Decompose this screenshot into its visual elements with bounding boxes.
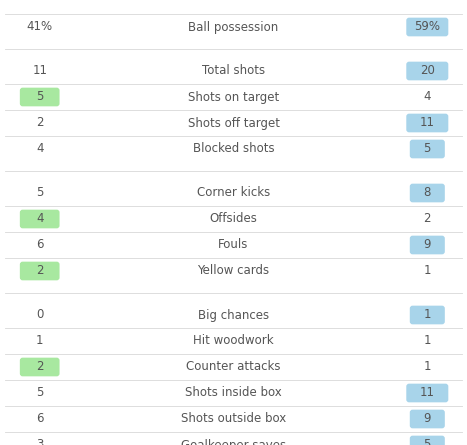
FancyBboxPatch shape xyxy=(406,384,448,402)
FancyBboxPatch shape xyxy=(20,210,60,228)
Text: 59%: 59% xyxy=(414,20,440,33)
FancyBboxPatch shape xyxy=(406,18,448,36)
Text: 5: 5 xyxy=(424,142,431,155)
FancyBboxPatch shape xyxy=(20,88,60,106)
Text: 2: 2 xyxy=(36,117,43,129)
Text: 6: 6 xyxy=(36,413,43,425)
Text: 2: 2 xyxy=(424,213,431,226)
FancyBboxPatch shape xyxy=(410,184,445,202)
Text: 5: 5 xyxy=(36,90,43,104)
Text: Shots off target: Shots off target xyxy=(187,117,280,129)
Text: 4: 4 xyxy=(36,142,43,155)
Text: Corner kicks: Corner kicks xyxy=(197,186,270,199)
Text: 5: 5 xyxy=(36,387,43,400)
Text: 1: 1 xyxy=(36,335,43,348)
FancyBboxPatch shape xyxy=(20,262,60,280)
Text: 2: 2 xyxy=(36,264,43,278)
Text: 0: 0 xyxy=(36,308,43,321)
Text: 2: 2 xyxy=(36,360,43,373)
FancyBboxPatch shape xyxy=(410,236,445,255)
Text: 1: 1 xyxy=(424,264,431,278)
Text: 5: 5 xyxy=(424,438,431,445)
Text: Yellow cards: Yellow cards xyxy=(198,264,269,278)
FancyBboxPatch shape xyxy=(410,436,445,445)
Text: Counter attacks: Counter attacks xyxy=(186,360,281,373)
Text: 4: 4 xyxy=(36,213,43,226)
FancyBboxPatch shape xyxy=(410,306,445,324)
Text: Big chances: Big chances xyxy=(198,308,269,321)
Text: 8: 8 xyxy=(424,186,431,199)
Text: 5: 5 xyxy=(36,186,43,199)
Text: Hit woodwork: Hit woodwork xyxy=(193,335,274,348)
Text: 1: 1 xyxy=(424,308,431,321)
FancyBboxPatch shape xyxy=(20,358,60,376)
FancyBboxPatch shape xyxy=(410,140,445,158)
Text: Fouls: Fouls xyxy=(218,239,249,251)
Text: Ball possession: Ball possession xyxy=(188,20,279,33)
Text: 11: 11 xyxy=(420,387,435,400)
Text: 3: 3 xyxy=(36,438,43,445)
FancyBboxPatch shape xyxy=(406,62,448,81)
Text: Shots inside box: Shots inside box xyxy=(185,387,282,400)
Text: Offsides: Offsides xyxy=(210,213,257,226)
Text: 9: 9 xyxy=(424,239,431,251)
FancyBboxPatch shape xyxy=(406,113,448,132)
Text: 1: 1 xyxy=(424,360,431,373)
FancyBboxPatch shape xyxy=(410,410,445,429)
Text: 11: 11 xyxy=(32,65,47,77)
Text: 9: 9 xyxy=(424,413,431,425)
Text: Shots outside box: Shots outside box xyxy=(181,413,286,425)
Text: Total shots: Total shots xyxy=(202,65,265,77)
Text: Goalkeeper saves: Goalkeeper saves xyxy=(181,438,286,445)
Text: 41%: 41% xyxy=(27,20,53,33)
Text: 11: 11 xyxy=(420,117,435,129)
Text: 20: 20 xyxy=(420,65,435,77)
Text: Blocked shots: Blocked shots xyxy=(193,142,274,155)
Text: 6: 6 xyxy=(36,239,43,251)
Text: 1: 1 xyxy=(424,335,431,348)
Text: Shots on target: Shots on target xyxy=(188,90,279,104)
Text: 4: 4 xyxy=(424,90,431,104)
